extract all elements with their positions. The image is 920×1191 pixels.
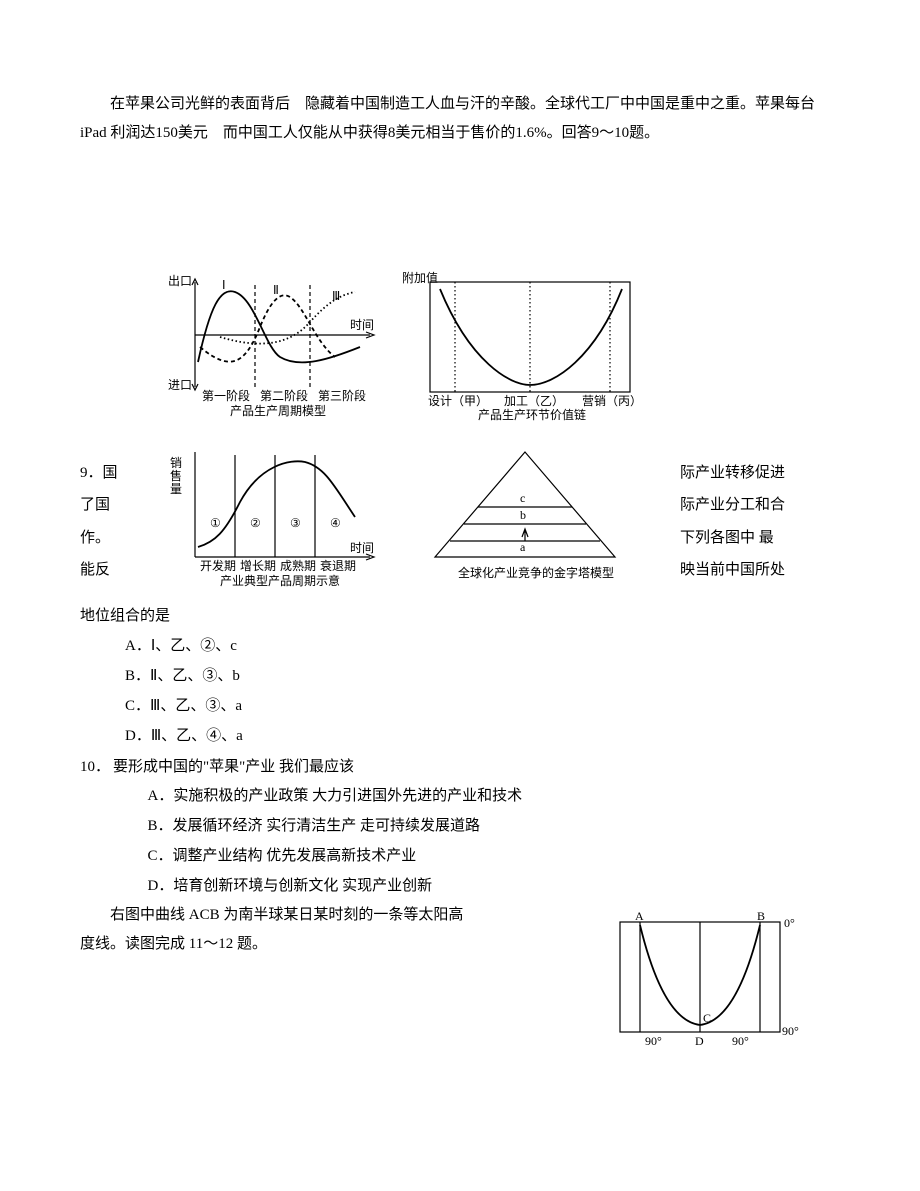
q9-frag-r2: 际产业分工和合	[680, 490, 840, 522]
svg-text:0°: 0°	[784, 916, 795, 930]
svg-text:Ⅲ: Ⅲ	[332, 289, 340, 303]
svg-text:时间: 时间	[350, 541, 374, 555]
svg-text:②: ②	[250, 516, 261, 530]
svg-text:进口: 进口	[168, 378, 192, 392]
svg-text:第二阶段: 第二阶段	[260, 388, 308, 403]
charts-grid: 出口 进口 时间 Ⅰ Ⅱ Ⅲ 第一阶段 第二阶段 第三阶段 产品生产周期模型 附…	[160, 267, 680, 597]
svg-text:开发期: 开发期	[200, 558, 236, 573]
chart-lifecycle: 出口 进口 时间 Ⅰ Ⅱ Ⅲ 第一阶段 第二阶段 第三阶段 产品生产周期模型	[160, 267, 390, 427]
q9-frag-3: 作。	[80, 523, 160, 555]
svg-text:b: b	[520, 508, 526, 522]
q9-option-b: B．Ⅱ、乙、③、b	[125, 661, 840, 691]
svg-text:全球化产业竞争的金字塔模型: 全球化产业竞争的金字塔模型	[458, 565, 614, 580]
figure-block: 9．国 了国 作。 能反 出口 进口 时间 Ⅰ Ⅱ Ⅲ 第一阶段 第二阶段 第三	[80, 267, 840, 597]
svg-text:90°: 90°	[732, 1034, 749, 1048]
q10-option-b: B．发展循环经济 实行清洁生产 走可持续发展道路	[148, 811, 841, 841]
svg-text:Ⅱ: Ⅱ	[273, 283, 279, 297]
intro-paragraph: 在苹果公司光鲜的表面背后 隐藏着中国制造工人血与汗的辛酸。全球代工厂中中国是重中…	[80, 90, 840, 147]
q9-option-c: C．Ⅲ、乙、③、a	[125, 691, 840, 721]
q10: 10． 要形成中国的"苹果"产业 我们最应该 A．实施积极的产业政策 大力引进国…	[80, 753, 840, 902]
svg-text:a: a	[520, 540, 526, 554]
q9-frag-4: 能反	[80, 555, 160, 587]
q9-frag-2: 了国	[80, 490, 160, 522]
svg-text:出口: 出口	[168, 274, 192, 288]
svg-text:营销（丙）: 营销（丙）	[582, 394, 642, 408]
svg-text:B: B	[757, 909, 765, 923]
svg-text:设计（甲）: 设计（甲）	[428, 394, 488, 408]
svg-text:90°: 90°	[782, 1024, 799, 1038]
q9-options: A．Ⅰ、乙、②、c B．Ⅱ、乙、③、b C．Ⅲ、乙、③、a D．Ⅲ、乙、④、a	[125, 631, 840, 751]
q9-frag-r3: 下列各图中 最	[680, 523, 840, 555]
q10-option-d: D．培育创新环境与创新文化 实现产业创新	[148, 871, 841, 901]
chart-sales-cycle: 销售量 时间 ① ② ③ ④ 开发期 增长期 成熟期 衰退期 产业典型产品周期示…	[160, 437, 390, 597]
svg-text:增长期: 增长期	[240, 559, 276, 573]
svg-text:C: C	[703, 1011, 711, 1025]
svg-text:产品生产周期模型: 产品生产周期模型	[230, 404, 326, 418]
q9-tail: 地位组合的是	[80, 602, 840, 631]
svg-text:③: ③	[290, 516, 301, 530]
svg-text:c: c	[520, 491, 525, 505]
svg-text:90°: 90°	[645, 1034, 662, 1048]
q9-option-d: D．Ⅲ、乙、④、a	[125, 721, 840, 751]
q10-option-c: C．调整产业结构 优先发展高新技术产业	[148, 841, 841, 871]
svg-text:加工（乙）: 加工（乙）	[504, 394, 564, 408]
q9-option-a: A．Ⅰ、乙、②、c	[125, 631, 840, 661]
intro-text-1: 在苹果公司光鲜的表面背后	[110, 96, 290, 112]
svg-text:A: A	[635, 909, 644, 923]
svg-text:产业典型产品周期示意: 产业典型产品周期示意	[220, 573, 340, 588]
svg-text:Ⅰ: Ⅰ	[222, 278, 226, 292]
chart-solar-altitude: A B C D 90° 90° 0° 90°	[600, 907, 820, 1068]
q9-frag-r1: 际产业转移促进	[680, 458, 840, 490]
q9-frag-1: 9．国	[80, 458, 160, 490]
intro-text-3: 而中国工人仅能从中获得8美元相当于售价的1.6%。回答9～10题。	[223, 125, 659, 141]
svg-text:衰退期: 衰退期	[320, 558, 356, 573]
svg-text:附加值: 附加值	[402, 270, 438, 285]
wrap-left: 9．国 了国 作。 能反	[80, 277, 160, 587]
svg-text:成熟期: 成熟期	[280, 558, 316, 573]
q10-num: 10．	[80, 753, 113, 782]
svg-text:④: ④	[330, 516, 341, 530]
svg-text:时间: 时间	[350, 318, 374, 332]
svg-text:产品生产环节价值链: 产品生产环节价值链	[478, 407, 586, 422]
chart-pyramid: c b a 全球化产业竞争的金字塔模型	[400, 437, 650, 597]
svg-text:销售量: 销售量	[170, 456, 182, 496]
wrap-right: 际产业转移促进 际产业分工和合 下列各图中 最 映当前中国所处	[680, 277, 840, 587]
svg-text:D: D	[695, 1034, 704, 1048]
q10-stem: 要形成中国的"苹果"产业 我们最应该	[113, 753, 840, 782]
q10-option-a: A．实施积极的产业政策 大力引进国外先进的产业和技术	[148, 781, 841, 811]
svg-text:第三阶段: 第三阶段	[318, 388, 366, 403]
svg-text:第一阶段: 第一阶段	[202, 388, 250, 403]
q9-frag-r4: 映当前中国所处	[680, 555, 840, 587]
q11-block: A B C D 90° 90° 0° 90° 右图中曲线 ACB 为南半球某日某…	[80, 901, 840, 1068]
svg-text:①: ①	[210, 516, 221, 530]
chart-value-chain: 附加值 设计（甲） 加工（乙） 营销（丙） 产品生产环节价值链	[400, 267, 650, 427]
